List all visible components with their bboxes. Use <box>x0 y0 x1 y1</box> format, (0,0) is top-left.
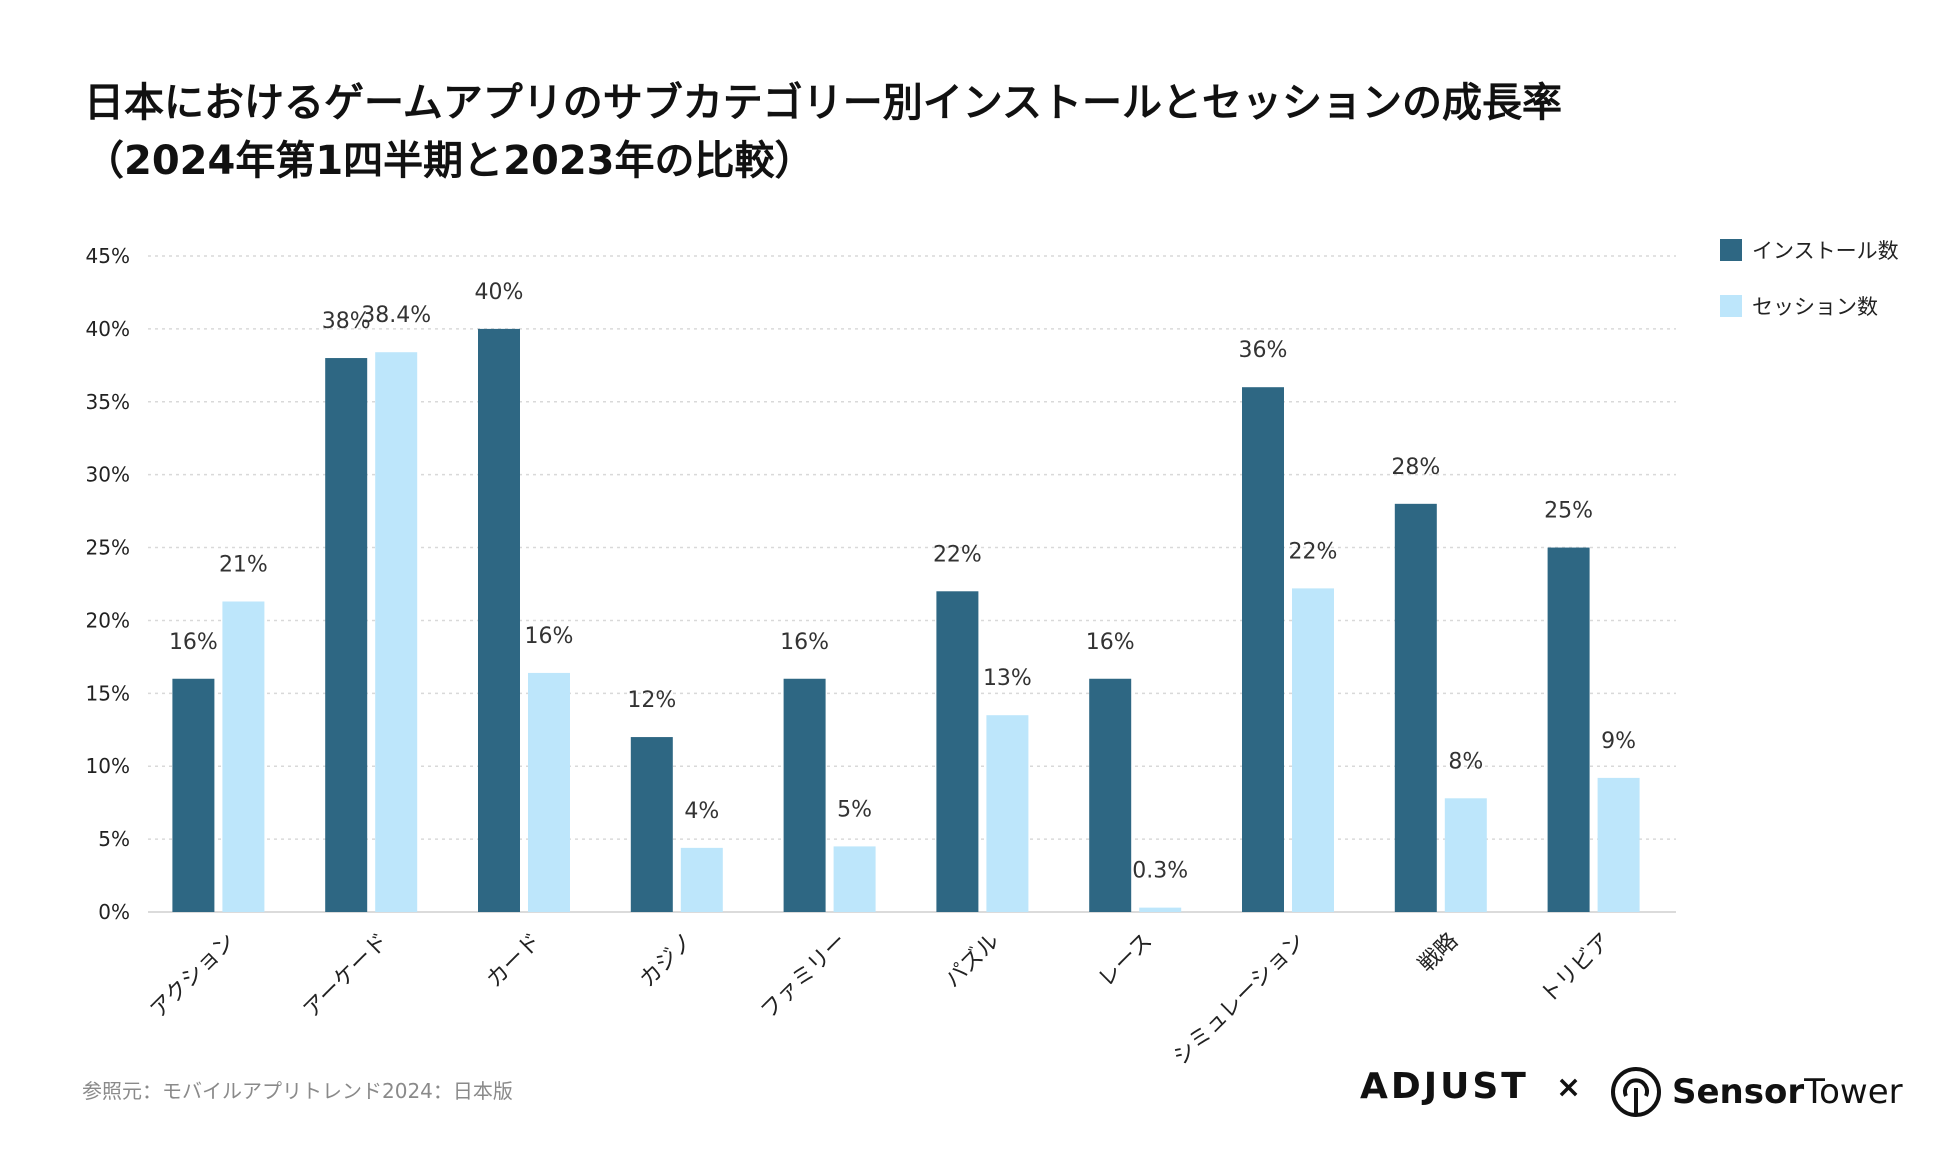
adjust-logo-text: ADJUST <box>1360 1066 1529 1107</box>
bar-installs <box>325 358 368 912</box>
data-label-installs: 38% <box>322 309 371 334</box>
data-label-sessions: 21% <box>219 552 268 577</box>
sensor-tower-logo: SensorTower <box>1610 1066 1903 1118</box>
sensor-tower-text-bold: Sensor <box>1672 1072 1805 1112</box>
y-tick-label: 25% <box>86 536 130 560</box>
x-tick-label: レース <box>1094 929 1158 993</box>
data-label-installs: 40% <box>475 280 524 305</box>
data-label-installs: 25% <box>1544 499 1593 524</box>
legend-swatch-installs <box>1720 239 1742 261</box>
data-label-sessions: 9% <box>1601 729 1636 754</box>
data-label-installs: 16% <box>780 630 829 655</box>
y-tick-label: 15% <box>86 681 130 705</box>
data-label-sessions: 5% <box>837 797 872 822</box>
sensor-tower-text: SensorTower <box>1672 1072 1903 1112</box>
chart-title: 日本におけるゲームアプリのサブカテゴリー別インストールとセッションの成長率 （2… <box>84 74 1562 190</box>
data-label-installs: 12% <box>627 688 676 713</box>
chart-title-line-1: 日本におけるゲームアプリのサブカテゴリー別インストールとセッションの成長率 <box>84 80 1562 126</box>
bar-sessions <box>1597 777 1640 912</box>
legend-label-sessions: セッション数 <box>1752 295 1878 319</box>
bar-sessions <box>1139 907 1182 912</box>
bar-sessions <box>833 846 876 912</box>
x-tick-label: シミュレーション <box>1169 929 1311 1071</box>
chart-legend: インストール数 セッション数 <box>1720 236 1899 348</box>
bar-sessions <box>375 352 418 912</box>
legend-swatch-sessions <box>1720 295 1742 317</box>
legend-label-installs: インストール数 <box>1752 239 1899 263</box>
y-tick-label: 5% <box>98 827 130 851</box>
data-label-sessions: 4% <box>684 799 719 824</box>
y-tick-label: 0% <box>98 900 130 924</box>
bar-installs <box>936 591 979 912</box>
data-label-sessions: 16% <box>525 624 574 649</box>
bar-installs <box>1242 387 1284 912</box>
legend-item-installs: インストール数 <box>1720 236 1899 264</box>
x-tick-label: 戦略 <box>1414 929 1463 978</box>
bar-installs <box>172 678 215 912</box>
data-label-installs: 36% <box>1239 338 1288 363</box>
bar-installs <box>1394 503 1437 912</box>
bar-sessions <box>680 847 723 912</box>
chart-title-line-2: （2024年第1四半期と2023年の比較） <box>84 138 815 184</box>
y-tick-label: 30% <box>86 463 130 487</box>
data-label-sessions: 22% <box>1289 539 1338 564</box>
bar-installs <box>1089 678 1132 912</box>
data-label-installs: 16% <box>1086 630 1135 655</box>
bar-installs <box>478 328 520 912</box>
data-label-sessions: 38.4% <box>361 303 431 328</box>
sensor-tower-icon <box>1611 1067 1661 1117</box>
legend-item-sessions: セッション数 <box>1720 292 1899 320</box>
y-tick-label: 40% <box>86 317 130 341</box>
data-label-sessions: 13% <box>983 666 1032 691</box>
brand-separator: × <box>1556 1070 1582 1105</box>
y-tick-label: 35% <box>86 390 130 414</box>
data-label-installs: 22% <box>933 542 982 567</box>
bar-sessions <box>986 715 1029 912</box>
x-tick-label: アーケード <box>299 929 394 1024</box>
y-tick-label: 10% <box>86 754 130 778</box>
y-tick-label: 45% <box>86 244 130 268</box>
bar-sessions <box>222 601 265 912</box>
x-tick-label: アクション <box>146 929 241 1024</box>
bar-installs <box>783 678 826 912</box>
source-note: 参照元：モバイルアプリトレンド2024：日本版 <box>82 1079 513 1103</box>
bar-installs <box>630 737 673 912</box>
data-label-sessions: 8% <box>1448 749 1483 774</box>
x-tick-label: パズル <box>940 929 1004 993</box>
x-tick-label: トリビア <box>1536 929 1616 1009</box>
x-tick-label: カード <box>482 929 546 993</box>
bar-sessions <box>1444 798 1487 912</box>
data-label-sessions: 0.3% <box>1132 859 1188 884</box>
data-label-installs: 28% <box>1391 455 1440 480</box>
x-tick-label: ファミリー <box>756 929 851 1024</box>
bar-sessions <box>1292 588 1334 912</box>
data-label-installs: 16% <box>169 630 218 655</box>
y-tick-label: 20% <box>86 608 130 632</box>
adjust-logo: ADJUST <box>1360 1066 1529 1107</box>
bar-installs <box>1547 547 1590 912</box>
sensor-tower-text-regular: Tower <box>1804 1072 1903 1112</box>
x-tick-label: カジノ <box>635 929 699 993</box>
bar-sessions <box>528 672 570 912</box>
